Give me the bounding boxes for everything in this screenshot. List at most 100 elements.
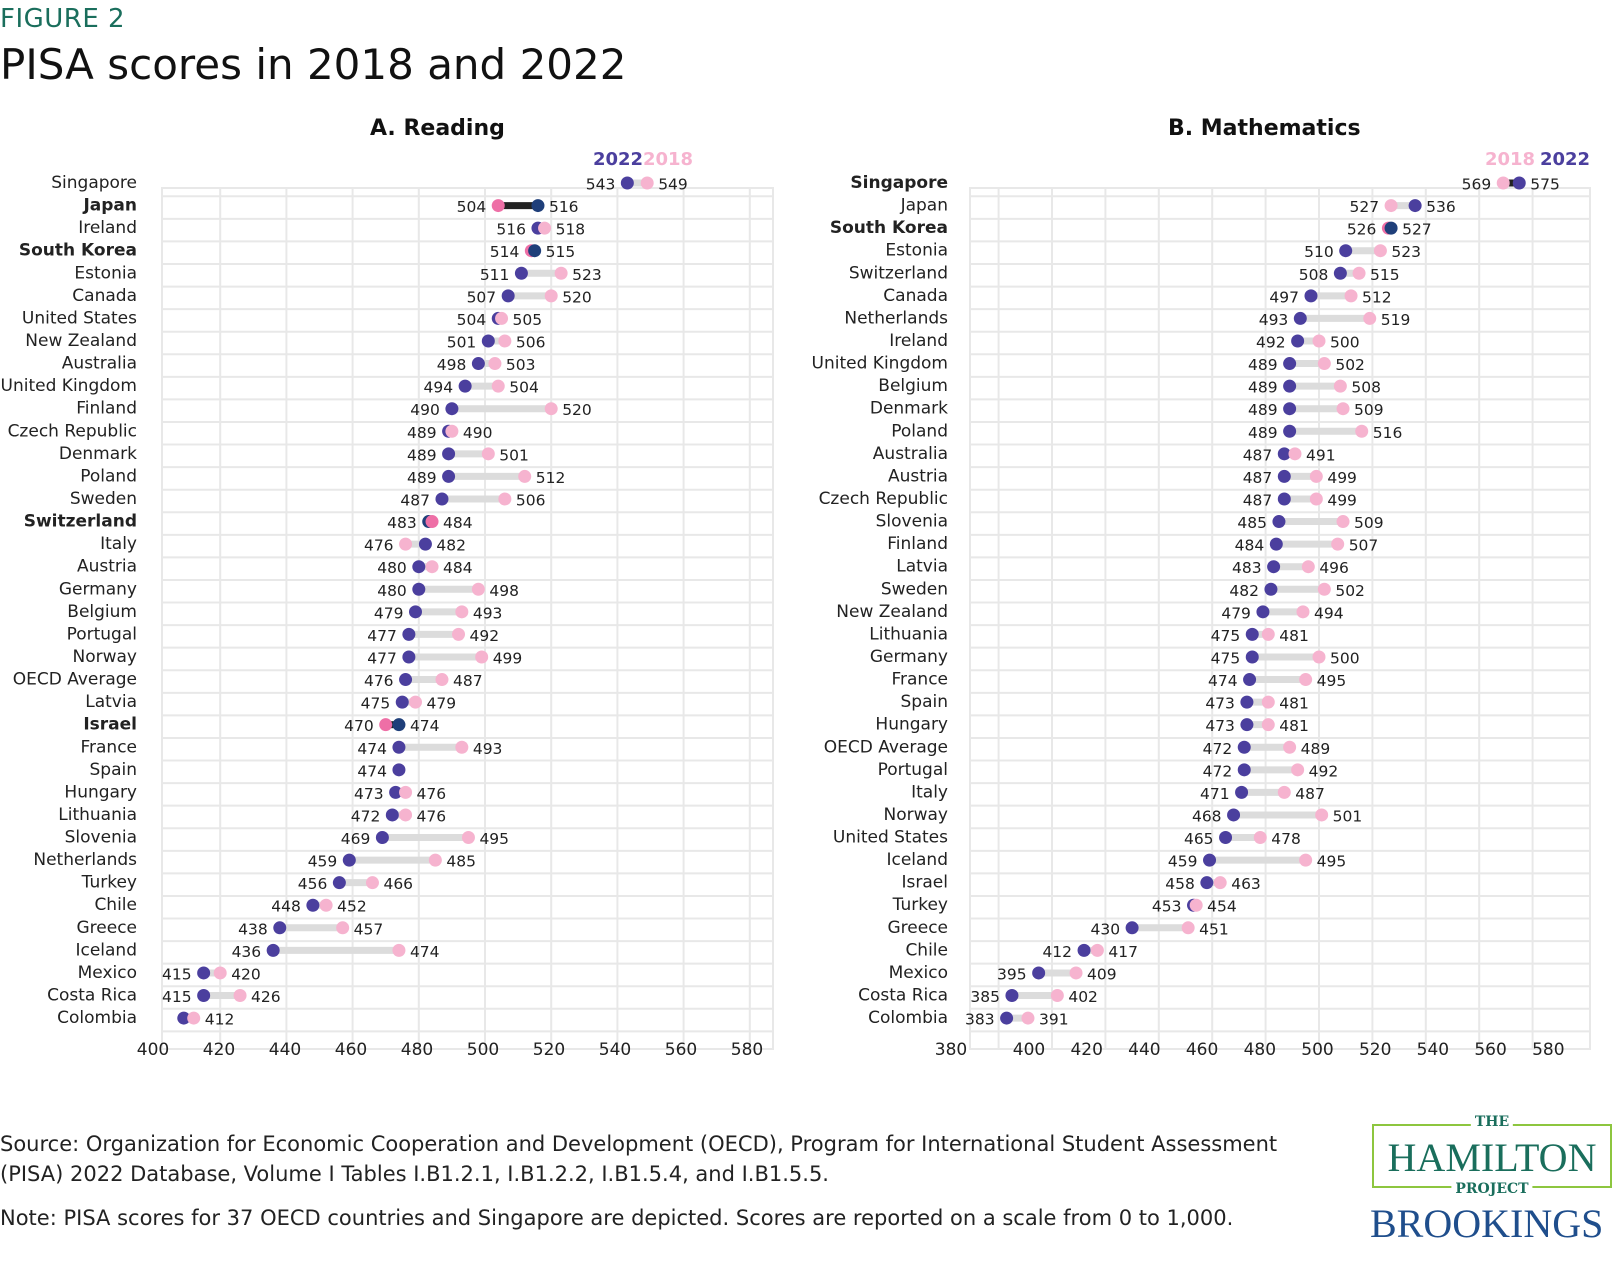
value-label-2022: 471: [1200, 785, 1230, 803]
dot-2018: [1277, 785, 1291, 799]
value-label-2018: 515: [1370, 266, 1400, 284]
value-label-2018: 417: [1108, 943, 1138, 961]
x-tick-label: 440: [269, 1040, 301, 1060]
value-label-2022: 473: [1205, 717, 1235, 735]
dot-2018: [319, 898, 333, 912]
dot-2022: [481, 334, 495, 348]
dot-2018: [1331, 537, 1345, 551]
value-label-2018: 478: [1271, 830, 1301, 848]
dot-2018: [1069, 966, 1083, 980]
dot-2022: [1240, 695, 1254, 709]
dot-2022: [375, 831, 389, 845]
value-label-2022: 498: [437, 356, 467, 374]
x-tick-label: 420: [1070, 1040, 1102, 1060]
dot-2018: [544, 289, 558, 303]
value-label-2018: 500: [1330, 333, 1360, 351]
dot-2022: [1269, 537, 1283, 551]
dot-2022: [620, 176, 634, 190]
country-label: Colombia: [57, 1008, 137, 1028]
value-label-2018: 502: [1335, 356, 1365, 374]
value-label-2022: 482: [436, 537, 466, 555]
country-label: OECD Average: [824, 737, 948, 757]
value-label-2022: 516: [549, 198, 579, 216]
dot-2018: [1050, 989, 1064, 1003]
dot-2018: [1189, 898, 1203, 912]
legend-item-2022: 2022: [593, 149, 643, 170]
value-label-2018: 496: [1319, 559, 1349, 577]
dot-2018: [379, 718, 393, 732]
country-label: Ireland: [889, 331, 948, 351]
dot-2022: [389, 785, 403, 799]
x-tick-label: 520: [1359, 1040, 1391, 1060]
value-label-2018: 470: [344, 717, 374, 735]
dot-2018: [491, 379, 505, 393]
dot-2022: [442, 447, 456, 461]
value-label-2018: 495: [1317, 853, 1347, 871]
value-label-2022: 474: [357, 762, 387, 780]
value-label-2018: 501: [1333, 807, 1363, 825]
dot-2018: [1301, 560, 1315, 574]
value-label-2018: 452: [337, 898, 367, 916]
dot-2018: [336, 921, 350, 935]
dot-2022: [1219, 831, 1233, 845]
value-label-2018: 474: [410, 943, 440, 961]
value-label-2022: 490: [410, 401, 440, 419]
value-label-2022: 465: [1184, 830, 1214, 848]
dot-2018: [538, 221, 552, 235]
dot-2022: [342, 853, 356, 867]
country-label: Israel: [902, 873, 948, 893]
country-label: Portugal: [67, 624, 137, 644]
country-label: Austria: [888, 466, 948, 486]
country-label: Slovenia: [65, 828, 137, 848]
country-label: Belgium: [67, 602, 137, 622]
value-label-2022: 497: [1269, 288, 1299, 306]
dot-2022: [1272, 515, 1286, 529]
dot-2018: [1363, 311, 1377, 325]
value-label-2018: 481: [1279, 627, 1309, 645]
dot-2022: [1283, 402, 1297, 416]
value-label-2022: 468: [1192, 807, 1222, 825]
country-label: Poland: [891, 421, 948, 441]
country-label: Estonia: [74, 263, 137, 283]
value-label-2018: 514: [490, 243, 520, 261]
country-label: Netherlands: [33, 850, 137, 870]
source-note: Source: Organization for Economic Cooper…: [0, 1132, 1278, 1186]
dot-2022: [1283, 357, 1297, 371]
x-tick-label: 500: [467, 1040, 499, 1060]
country-label: United Kingdom: [1, 376, 137, 396]
dot-2018: [1317, 582, 1331, 596]
legend-item-2018: 2018: [1485, 149, 1535, 170]
value-label-2018: 492: [470, 627, 500, 645]
dot-2018: [233, 989, 247, 1003]
value-label-2022: 516: [496, 221, 526, 239]
value-label-2022: 527: [1402, 221, 1432, 239]
figure-title: PISA scores in 2018 and 2022: [0, 40, 627, 89]
value-label-2018: 499: [1327, 491, 1357, 509]
dot-2018: [495, 311, 509, 325]
value-label-2022: 482: [1229, 582, 1259, 600]
dot-2018: [1344, 289, 1358, 303]
x-tick-label: 380: [935, 1040, 967, 1060]
value-label-2022: 489: [1248, 401, 1278, 419]
dot-2022: [402, 627, 416, 641]
dot-2022: [1291, 334, 1305, 348]
value-label-2018: 476: [364, 537, 394, 555]
value-label-2022: 507: [467, 288, 497, 306]
x-tick-label: 560: [1474, 1040, 1506, 1060]
country-label: Costa Rica: [858, 986, 948, 1006]
dot-2022: [1032, 966, 1046, 980]
value-label-2018: 484: [443, 514, 473, 532]
value-label-2022: 492: [1256, 333, 1286, 351]
dot-2018: [1288, 447, 1302, 461]
country-label: Denmark: [870, 399, 948, 419]
hamilton-logo-name: HAMILTON: [1387, 1135, 1597, 1180]
value-label-2022: 489: [407, 424, 437, 442]
dot-2022: [1277, 492, 1291, 506]
value-label-2018: 489: [1301, 740, 1331, 758]
country-label: New Zealand: [25, 331, 137, 351]
country-label: France: [80, 737, 137, 757]
value-label-2018: 516: [1373, 424, 1403, 442]
dot-2022: [458, 379, 472, 393]
value-label-2018: 499: [493, 649, 523, 667]
dot-2018: [1291, 763, 1305, 777]
